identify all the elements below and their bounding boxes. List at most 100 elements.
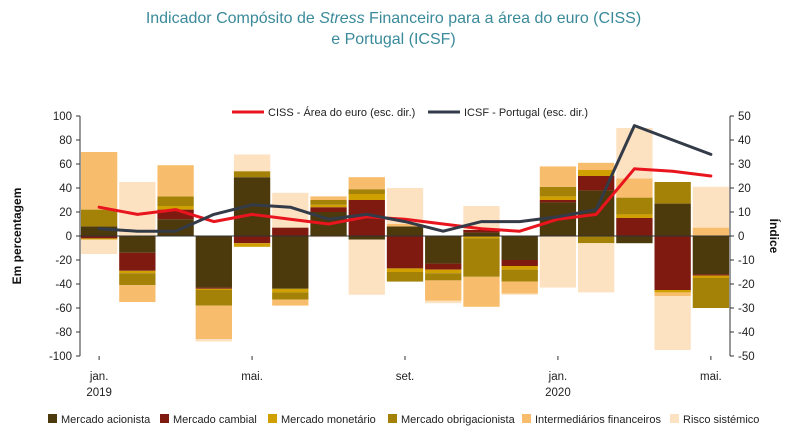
bar-mercado-acionista-0 [80,226,118,236]
bar-mercado-monet-rio-1 [119,270,156,274]
bar-mercado-obrigacionista-14 [616,197,653,215]
bar-risco-sist-mico-9 [425,300,462,304]
bar-intermedi-rios-financeiros-10 [463,276,500,307]
legend-bar-swatch-1 [160,414,169,423]
bar-mercado-cambial-8 [386,236,424,269]
bar-mercado-monet-rio-3 [195,288,232,290]
legend-bar-label-2: Mercado monetário [281,414,376,426]
chart-title: Indicador Compósito de Stress Financeiro… [0,8,787,50]
bar-intermedi-rios-financeiros-0 [80,152,118,210]
y-tick-label--40: -40 [55,279,72,291]
title-line1-post: Financeiro para a área do euro (CISS) [364,10,642,27]
bar-mercado-acionista-8 [386,226,424,236]
bar-intermedi-rios-financeiros-6 [310,196,347,200]
legend-bar-label-4: Intermediários financeiros [535,414,661,426]
y2-tick-label-20: 20 [738,183,751,195]
bar-intermedi-rios-financeiros-15 [654,292,691,296]
x-tick-year-0: 2019 [86,387,112,399]
bar-risco-sist-mico-6 [310,236,347,238]
bar-risco-sist-mico-7 [348,239,385,295]
bar-risco-sist-mico-1 [119,182,156,236]
bar-intermedi-rios-financeiros-8 [386,224,424,227]
bar-mercado-acionista-7 [348,236,385,240]
x-tick-year-12: 2020 [545,387,571,399]
bar-mercado-cambial-1 [119,252,156,271]
bar-mercado-cambial-5 [272,227,309,236]
bar-mercado-acionista-15 [654,203,691,236]
bar-mercado-acionista-5 [272,236,309,289]
bars-group [80,128,730,350]
bar-mercado-monet-rio-5 [272,288,309,293]
bar-mercado-obrigacionista-15 [654,182,691,204]
bar-mercado-acionista-9 [425,236,462,264]
bar-mercado-monet-rio-12 [539,196,577,200]
bar-mercado-obrigacionista-9 [425,273,462,281]
legend-bar-swatch-0 [48,414,57,423]
bar-mercado-obrigacionista-0 [80,209,118,227]
x-tick-label-0: jan. [89,371,109,383]
y2-tick-label--20: -20 [738,279,755,291]
y-tick-label-100: 100 [53,111,72,123]
ciss-line [97,167,713,233]
x-tick-label-16: mai. [700,371,722,383]
bar-intermedi-rios-financeiros-13 [578,162,615,170]
bar-mercado-monet-rio-2 [157,206,194,210]
bar-mercado-monet-rio-9 [425,269,462,274]
bar-mercado-cambial-6 [310,207,347,212]
bar-risco-sist-mico-12 [539,236,577,288]
bar-mercado-monet-rio-11 [501,266,538,270]
bar-mercado-cambial-16 [692,274,730,276]
bar-intermedi-rios-financeiros-16 [692,227,730,236]
bar-mercado-cambial-9 [425,263,462,270]
bar-mercado-cambial-15 [654,236,691,290]
title-line2: e Portugal (ICSF) [331,31,456,48]
legend-line-label-0: CISS - Área do euro (esc. dir.) [268,106,415,119]
bar-intermedi-rios-financeiros-11 [501,281,538,294]
y-tick-label--100: -100 [49,351,72,363]
bar-mercado-cambial-3 [195,287,232,289]
bar-risco-sist-mico-0 [80,239,118,254]
y2-tick-label-50: 50 [738,111,751,123]
legend-bar-label-5: Risco sistémico [683,414,759,426]
bar-intermedi-rios-financeiros-7 [348,177,385,190]
y-tick-label--60: -60 [55,303,72,315]
bar-mercado-acionista-1 [119,236,156,253]
legend-bar-swatch-3 [388,414,397,423]
y-tick-label--20: -20 [55,255,72,267]
bar-intermedi-rios-financeiros-12 [539,166,577,187]
bar-risco-sist-mico-15 [654,296,691,350]
bar-mercado-obrigacionista-7 [348,189,385,194]
title-line1-italic: Stress [319,10,365,27]
bar-mercado-acionista-11 [501,236,538,260]
y-axis-title: Em percentagem [10,188,24,285]
x-tick-label-8: set. [396,371,415,383]
legend-bar-swatch-5 [670,414,679,423]
bar-mercado-monet-rio-14 [616,214,653,218]
bar-mercado-obrigacionista-8 [386,272,424,282]
bar-mercado-monet-rio-16 [692,275,730,278]
bar-mercado-cambial-2 [157,209,194,220]
bar-mercado-cambial-0 [80,236,118,239]
y-tick-label-40: 40 [59,183,72,195]
y-tick-label-80: 80 [59,135,72,147]
bar-mercado-obrigacionista-10 [463,238,500,277]
bar-mercado-obrigacionista-4 [233,171,271,178]
y-tick-label-0: 0 [66,231,72,243]
y-tick-label-20: 20 [59,207,72,219]
y2-tick-label-40: 40 [738,135,751,147]
bar-mercado-acionista-10 [463,232,500,236]
bar-mercado-cambial-4 [233,236,271,244]
y2-tick-label-10: 10 [738,207,751,219]
y-tick-label-60: 60 [59,159,72,171]
legend-bar-label-1: Mercado cambial [173,414,257,426]
bar-mercado-monet-rio-0 [80,238,118,240]
bar-risco-sist-mico-13 [578,243,615,293]
bar-risco-sist-mico-11 [501,293,538,295]
x-tick-label-4: mai. [241,371,263,383]
bar-mercado-monet-rio-7 [348,194,385,200]
y2-tick-label--10: -10 [738,255,755,267]
y-tick-label--80: -80 [55,327,72,339]
bar-mercado-cambial-12 [539,200,577,203]
bar-risco-sist-mico-3 [195,339,232,342]
